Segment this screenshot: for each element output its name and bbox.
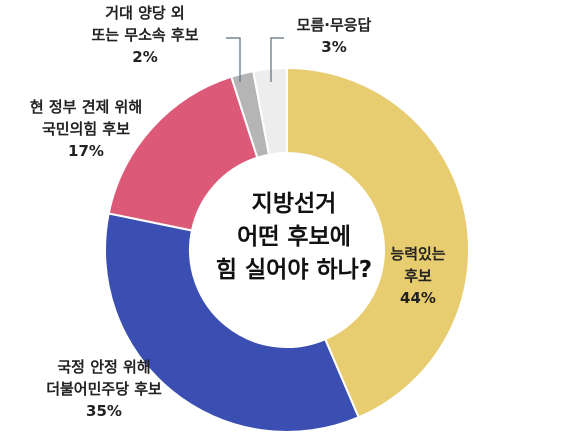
slice-label-capable: 능력있는 후보 44%: [372, 243, 464, 309]
leader-lines: [226, 37, 284, 82]
slice-democratic: [104, 212, 360, 433]
slice-value-capable: 44%: [400, 289, 436, 307]
slice-value-no-answer: 3%: [321, 38, 347, 56]
slice-label-no-answer: 모름·무응답 3%: [288, 14, 380, 58]
center-title-line-2: 어떤 후보에: [237, 224, 351, 250]
center-title-line-1: 지방선거: [251, 191, 337, 217]
slice-label-ppp-line-1: 현 정부 견제 위해: [29, 98, 143, 116]
slice-value-independent: 2%: [132, 48, 158, 66]
leader-line-no-answer: [270, 37, 284, 82]
slice-label-independent-line-2: 또는 무소속 후보: [91, 26, 199, 44]
slice-no-answer: [252, 66, 288, 156]
slice-label-ppp: 현 정부 견제 위해 국민의힘 후보 17%: [8, 96, 164, 162]
slice-label-no-answer-line-1: 모름·무응답: [296, 16, 372, 34]
center-title: 지방선거 어떤 후보에 힘 실어야 하나?: [197, 188, 391, 287]
slice-capable: [286, 66, 470, 419]
leader-line-independent: [226, 37, 241, 82]
center-title-line-3: 힘 실어야 하나?: [215, 257, 373, 283]
slice-label-democratic: 국정 안정 위해 더불어민주당 후보 35%: [22, 356, 186, 422]
slice-label-capable-line-1: 능력있는: [390, 245, 446, 263]
slices-group: [104, 66, 470, 433]
slice-label-capable-line-2: 후보: [404, 267, 432, 285]
slice-label-ppp-line-2: 국민의힘 후보: [41, 120, 131, 138]
slice-label-independent-line-1: 거대 양당 외: [105, 4, 185, 22]
slice-label-independent: 거대 양당 외 또는 무소속 후보 2%: [70, 2, 220, 68]
slice-label-democratic-line-2: 더불어민주당 후보: [46, 380, 162, 398]
slice-value-democratic: 35%: [86, 402, 122, 420]
slice-value-ppp: 17%: [68, 142, 104, 160]
slice-ppp: [107, 75, 259, 232]
slice-label-democratic-line-1: 국정 안정 위해: [57, 358, 151, 376]
